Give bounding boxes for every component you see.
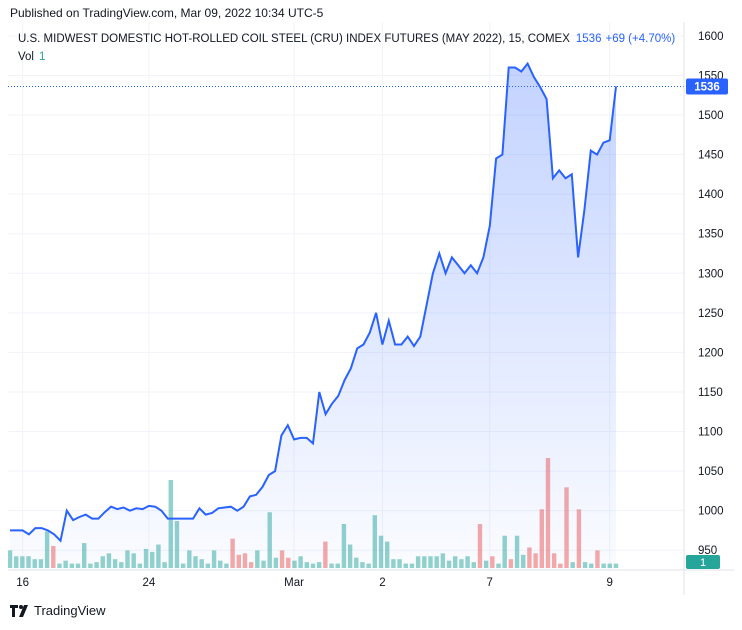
y-tick-label: 950 [698,545,717,557]
price-line [10,61,617,543]
y-tick-label: 1100 [698,427,723,439]
price-axis: 950 1000 1050 1100 1150 1200 1250 1300 1350 1400 1… [698,31,724,557]
legend-price: 1536 [575,33,602,45]
volume-value: 1 [39,51,46,63]
chart-legend: U.S. MIDWEST DOMESTIC HOT-ROLLED COIL ST… [18,33,675,45]
y-tick-label: 1350 [698,229,724,241]
last-price-badge: 1536 [686,78,728,95]
last-price-badge-bg [686,78,728,95]
x-tick-label: 9 [606,577,612,589]
price-area [10,63,616,570]
y-tick-label: 1150 [698,387,723,399]
volume-badge: 1 [686,555,720,569]
last-price-text: 1536 [694,82,720,94]
volume-label: Vol [18,51,34,63]
price-chart[interactable]: 950 1000 1050 1100 1150 1200 1250 1300 1350 1400 1… [7,22,734,595]
y-tick-label: 1250 [698,308,724,320]
chart-title: U.S. MIDWEST DOMESTIC HOT-ROLLED COIL ST… [18,33,570,45]
y-tick-label: 1300 [698,268,724,280]
y-tick-label: 1050 [698,466,724,478]
brand-name[interactable]: TradingView [34,603,106,618]
tradingview-logo-icon [10,604,28,617]
x-tick-label: Mar [284,577,304,589]
volume-badge-bg [686,555,720,569]
y-tick-label: 1000 [698,506,724,518]
y-tick-label: 1600 [698,31,724,43]
grid [8,22,684,570]
x-tick-label: 7 [487,577,493,589]
y-tick-label: 1500 [698,110,724,122]
y-tick-label: 1400 [698,189,724,201]
footer: TradingView [10,603,106,618]
x-tick-label: 16 [16,577,29,589]
y-tick-label: 1450 [698,150,724,162]
volume-badge-text: 1 [700,557,706,569]
x-tick-label: 24 [142,577,155,589]
chart-frame[interactable]: 950 1000 1050 1100 1150 1200 1250 1300 1350 1400 1… [7,22,734,595]
volume-legend: Vol 1 [18,51,45,63]
legend-change: +69 (+4.70%) [605,33,676,45]
x-tick-label: 2 [379,577,385,589]
y-tick-label: 1200 [698,347,724,359]
time-axis: 16 24 Mar 2 7 9 [16,577,613,589]
published-label: Published on TradingView.com, Mar 09, 20… [10,6,324,20]
